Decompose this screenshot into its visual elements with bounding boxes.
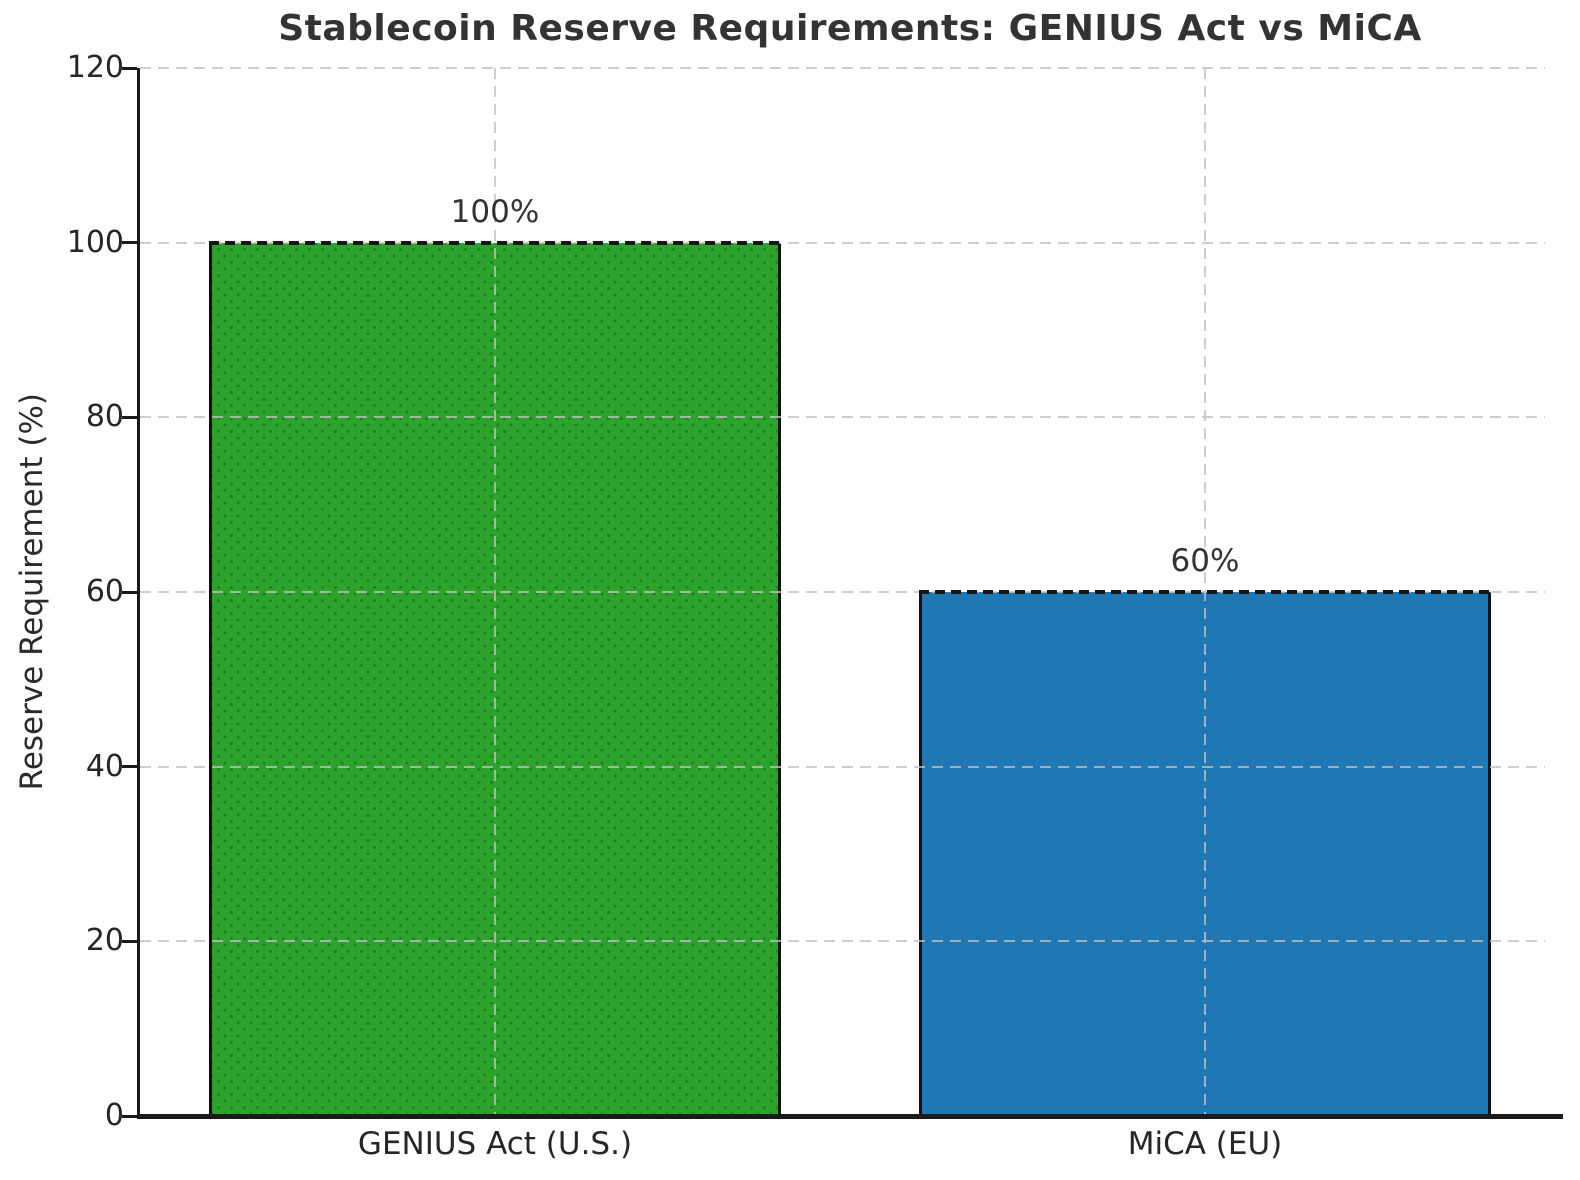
bar-value-label-0: 100% [450, 194, 540, 230]
y-tick-label-60: 60 [85, 574, 124, 609]
y-tick-label-80: 80 [85, 399, 124, 435]
gridline-h-40 [140, 765, 1545, 768]
y-tick-mark-0 [122, 1114, 137, 1118]
y-tick-mark-20 [122, 939, 137, 943]
y-tick-label-40: 40 [85, 748, 124, 784]
x-tick-label-1: MiCA (EU) [1127, 1126, 1283, 1162]
y-tick-mark-80 [122, 415, 137, 419]
y-tick-mark-60 [122, 590, 137, 594]
y-tick-mark-100 [122, 241, 137, 245]
y-axis-spine [137, 68, 140, 1119]
y-tick-mark-40 [122, 765, 137, 769]
gridline-h-120 [140, 67, 1545, 69]
y-axis-label: Reserve Requirement (%) [10, 68, 54, 1116]
y-tick-label-20: 20 [85, 923, 124, 959]
chart-title: Stablecoin Reserve Requirements: GENIUS … [278, 8, 1422, 49]
y-axis-label-text: Reserve Requirement (%) [14, 393, 50, 791]
gridline-h-20 [140, 940, 1545, 943]
gridline-h-60 [140, 591, 1545, 593]
y-tick-label-0: 0 [104, 1098, 124, 1133]
bar-top-edge-0 [209, 241, 781, 245]
x-tick-label-0: GENIUS Act (U.S.) [357, 1126, 633, 1162]
y-tick-mark-120 [122, 66, 137, 70]
y-tick-label-120: 120 [66, 50, 124, 85]
gridline-v-0 [494, 68, 496, 1116]
gridline-h-80 [140, 416, 1545, 419]
gridline-h-100 [140, 241, 1545, 244]
bar-value-label-1: 60% [1170, 543, 1240, 579]
bar-top-edge-1 [919, 590, 1491, 594]
y-tick-label-100: 100 [66, 224, 124, 260]
x-axis-spine [137, 1114, 1563, 1119]
